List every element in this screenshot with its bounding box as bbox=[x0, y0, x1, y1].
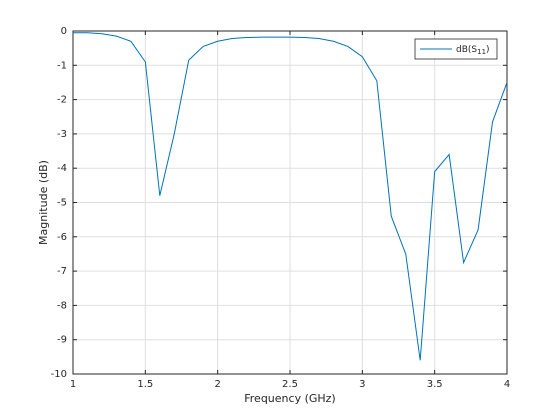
y-tick-label: -7 bbox=[57, 266, 67, 277]
x-tick-label: 1 bbox=[70, 379, 76, 390]
x-axis-label: Frequency (GHz) bbox=[244, 392, 335, 405]
y-tick-label: -6 bbox=[57, 232, 67, 243]
y-axis-label: Magnitude (dB) bbox=[37, 160, 50, 245]
x-tick-label: 1.5 bbox=[137, 379, 153, 390]
legend: dB(S11) bbox=[414, 38, 498, 60]
plot-area: 1 1.5 2 2.5 3 3.5 4-10-9-8-7-6-5-4-3-2-10dB(S1… bbox=[51, 26, 511, 390]
y-tick-label: -10 bbox=[51, 369, 67, 380]
y-tick-label: -5 bbox=[57, 198, 67, 209]
y-tick-label: -9 bbox=[57, 335, 67, 346]
legend-label: dB(S11) bbox=[456, 45, 490, 57]
x-tick-label: 2 bbox=[214, 379, 220, 390]
axes-box bbox=[72, 30, 508, 375]
legend-box bbox=[414, 38, 498, 60]
data-line bbox=[73, 32, 508, 361]
x-tick-label: 2.5 bbox=[282, 379, 298, 390]
y-tick-label: -4 bbox=[57, 163, 67, 174]
y-tick-label: -8 bbox=[57, 300, 67, 311]
x-tick-label: 4 bbox=[504, 379, 510, 390]
y-tick-label: -2 bbox=[57, 95, 67, 106]
x-tick-label: 3 bbox=[359, 379, 365, 390]
x-tick-label: 3.5 bbox=[427, 379, 443, 390]
y-tick-label: 0 bbox=[61, 26, 67, 37]
y-tick-label: -3 bbox=[57, 129, 67, 140]
y-tick-label: -1 bbox=[57, 60, 67, 71]
